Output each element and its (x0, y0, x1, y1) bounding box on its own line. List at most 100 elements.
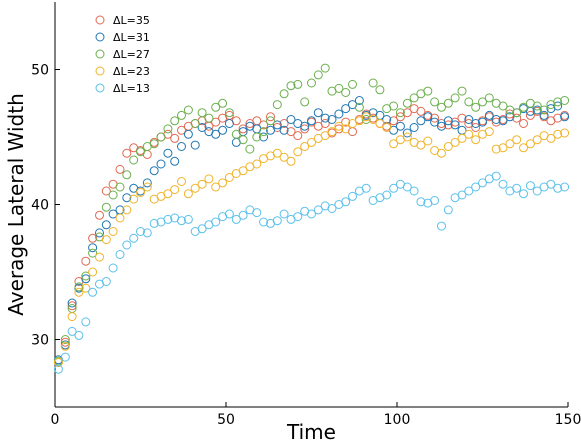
data-point (471, 119, 481, 128)
data-point (293, 79, 303, 89)
data-point (279, 125, 289, 135)
data-point (512, 183, 522, 193)
series-4 (53, 112, 570, 367)
data-point (443, 116, 453, 126)
data-point (368, 78, 378, 88)
data-point (67, 326, 77, 336)
data-point (231, 214, 241, 224)
data-point (375, 85, 385, 95)
data-point (279, 152, 289, 162)
data-point (163, 124, 173, 134)
data-point (60, 341, 70, 351)
data-point (341, 124, 351, 134)
data-point (478, 97, 487, 107)
data-point (170, 156, 180, 166)
data-point (224, 108, 234, 118)
data-point (334, 109, 344, 119)
data-point (443, 142, 453, 151)
data-point (122, 240, 132, 250)
data-point (525, 181, 535, 191)
data-point (382, 123, 392, 132)
data-point (443, 98, 453, 108)
data-point (395, 112, 405, 122)
data-point (53, 364, 63, 374)
data-point (491, 171, 501, 181)
data-point (546, 133, 556, 143)
data-point (211, 182, 221, 192)
data-point (430, 113, 440, 123)
data-point (498, 101, 508, 111)
data-point (177, 110, 186, 120)
legend-marker (95, 32, 105, 42)
data-point (183, 189, 193, 199)
data-point (389, 116, 399, 126)
data-point (437, 221, 446, 231)
data-point (204, 174, 214, 184)
x-tick-label: 0 (51, 412, 60, 428)
data-point (539, 105, 549, 115)
data-point (272, 148, 282, 158)
data-point (464, 115, 474, 124)
data-point (402, 108, 412, 118)
data-point (266, 112, 275, 122)
data-point (361, 183, 371, 193)
data-point (457, 190, 467, 200)
data-point (88, 248, 98, 258)
data-point (327, 204, 337, 213)
data-point (142, 228, 152, 238)
data-point (238, 210, 248, 220)
data-point (218, 98, 228, 108)
data-point (122, 193, 132, 203)
data-point (354, 102, 364, 112)
data-point (457, 133, 467, 143)
data-point (252, 159, 262, 169)
data-point (170, 185, 180, 195)
data-point (266, 125, 275, 135)
data-point (498, 143, 508, 153)
data-point (170, 133, 180, 143)
data-point (95, 210, 104, 220)
data-point (279, 209, 289, 219)
data-point (464, 97, 474, 107)
data-point (293, 212, 303, 222)
data-point (197, 179, 207, 189)
data-point (88, 267, 98, 277)
legend-marker (95, 49, 105, 59)
data-point (484, 127, 494, 137)
data-point (108, 263, 118, 273)
data-point (560, 96, 570, 105)
data-point (177, 177, 186, 186)
data-point (238, 135, 248, 145)
data-point (313, 108, 323, 118)
data-point (81, 283, 91, 293)
data-point (402, 98, 412, 108)
legend-label: ΔL=23 (113, 65, 150, 78)
data-point (382, 190, 392, 200)
data-point (101, 186, 111, 196)
data-point (74, 330, 84, 340)
data-point (525, 139, 535, 149)
data-point (354, 116, 364, 126)
legend-marker (95, 83, 105, 93)
data-point (416, 140, 426, 150)
data-point (430, 117, 440, 127)
data-point (156, 159, 166, 169)
data-point (88, 243, 98, 253)
data-point (416, 116, 426, 126)
data-point (464, 186, 474, 196)
data-point (491, 144, 501, 154)
data-point (60, 335, 70, 344)
data-point (122, 205, 132, 215)
y-tick-label: 40 (31, 198, 49, 214)
data-point (115, 213, 125, 223)
axes-layer: 0 50 100 150 30 40 50 (31, 63, 581, 429)
data-point (553, 129, 563, 139)
data-point (129, 194, 139, 204)
data-point (320, 63, 330, 73)
data-point (368, 115, 378, 124)
data-point (279, 89, 289, 99)
data-point (525, 110, 535, 120)
data-point (354, 96, 364, 105)
data-point (245, 144, 255, 154)
